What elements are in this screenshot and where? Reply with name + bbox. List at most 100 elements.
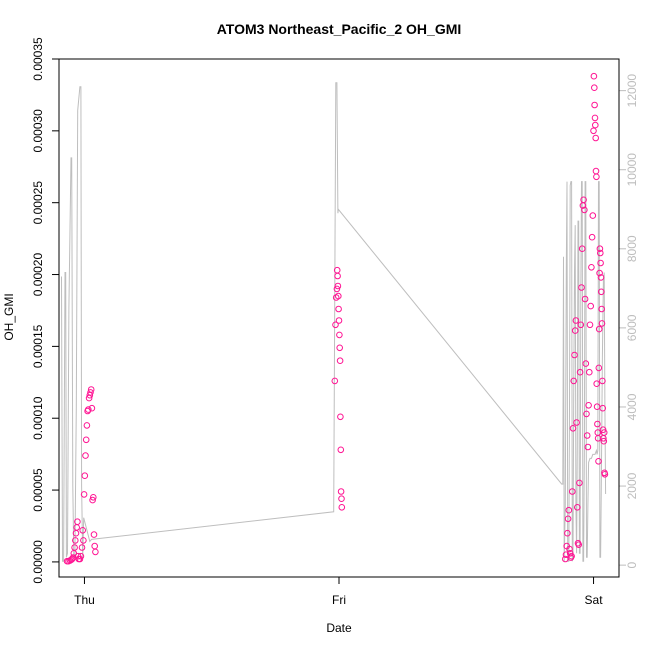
y-tick-label-right: 6000 (625, 314, 639, 341)
data-point (572, 317, 580, 324)
data-point (87, 386, 95, 393)
data-point (331, 377, 339, 385)
data-point (564, 515, 572, 523)
data-point (595, 364, 603, 372)
data-point (596, 245, 604, 252)
data-point (566, 545, 573, 553)
data-point (585, 402, 592, 409)
data-point (577, 321, 585, 329)
data-point (71, 544, 78, 551)
data-point (332, 321, 339, 329)
data-point (82, 452, 89, 459)
data-point (600, 437, 608, 445)
data-point (590, 72, 598, 80)
x-tick-label: Fri (332, 593, 346, 607)
data-point (596, 269, 603, 277)
data-point (334, 272, 341, 280)
y-tick-label-left: 0.00000 (31, 540, 45, 584)
y-tick-label-right: 4000 (625, 393, 639, 420)
data-point (591, 101, 598, 109)
data-point (598, 320, 606, 327)
data-point (592, 134, 600, 142)
y-tick-label-right: 0 (625, 561, 639, 568)
data-point (76, 555, 84, 563)
data-point (597, 249, 604, 257)
x-axis-label: Date (326, 621, 352, 635)
y-tick-label-left: 0.00035 (31, 37, 45, 81)
data-point (586, 368, 593, 376)
data-point (598, 305, 606, 313)
data-point (580, 196, 587, 204)
data-point (589, 212, 597, 219)
data-point (578, 245, 586, 252)
data-point (338, 504, 346, 511)
data-point (82, 436, 90, 444)
data-point (591, 84, 598, 91)
chart-title: ATOM3 Northeast_Pacific_2 OH_GMI (217, 21, 462, 37)
y-axis-label: OH_GMI (2, 293, 16, 340)
data-point (576, 368, 584, 376)
y-tick-label-right: 12000 (625, 74, 639, 108)
data-point (573, 419, 580, 426)
y-tick-label-left: 0.00020 (31, 253, 45, 297)
data-point (79, 527, 86, 534)
data-point (80, 537, 87, 544)
data-point (597, 259, 604, 267)
data-point (336, 331, 343, 339)
altitude-line-layer (61, 82, 607, 562)
data-point (337, 488, 345, 495)
x-tick-label: Sat (585, 593, 604, 607)
plot-frame (58, 58, 620, 578)
data-point (583, 432, 591, 439)
data-point (68, 555, 76, 563)
data-point (336, 344, 344, 352)
data-point (592, 121, 599, 129)
data-point (581, 206, 588, 214)
data-point (597, 274, 605, 281)
x-tick-label: Thu (74, 593, 95, 607)
data-point (600, 429, 608, 436)
y-tick-label-left: 0.00030 (31, 109, 45, 153)
y-tick-label-left: 0.00015 (31, 324, 45, 368)
data-point (578, 284, 585, 291)
data-point (90, 494, 97, 501)
y-tick-label-right: 8000 (625, 235, 639, 262)
data-point (85, 406, 92, 413)
data-point (586, 321, 594, 329)
data-point (570, 377, 578, 385)
data-point (590, 127, 597, 135)
data-point (571, 351, 578, 359)
data-point (574, 504, 581, 511)
data-point (601, 471, 609, 478)
data-point (593, 173, 600, 181)
data-point (336, 357, 344, 365)
data-point (594, 420, 601, 428)
data-point (92, 548, 99, 556)
data-point (74, 518, 81, 526)
data-point (78, 544, 86, 551)
data-point (582, 360, 590, 367)
data-point (593, 403, 601, 411)
data-point (587, 302, 595, 310)
data-point (72, 537, 79, 544)
y-tick-label-left: 0.00005 (31, 468, 45, 512)
data-point (598, 288, 605, 296)
data-point (91, 542, 98, 550)
data-point (595, 458, 602, 465)
data-point (592, 167, 600, 175)
data-point (564, 529, 571, 537)
data-point (599, 404, 607, 412)
y-tick-label-left: 0.00025 (31, 181, 45, 225)
data-point (333, 285, 341, 293)
data-point (576, 479, 583, 487)
data-point (337, 446, 345, 454)
data-point (88, 404, 96, 412)
data-point (569, 425, 577, 432)
data-point (72, 529, 80, 537)
axes-layer: 0.00000 0.00005 0.00010 0.00015 0.00020 0.000… (31, 37, 639, 607)
points-layer (63, 72, 609, 565)
data-point (335, 305, 342, 313)
data-point (568, 552, 575, 560)
data-point (599, 426, 607, 434)
